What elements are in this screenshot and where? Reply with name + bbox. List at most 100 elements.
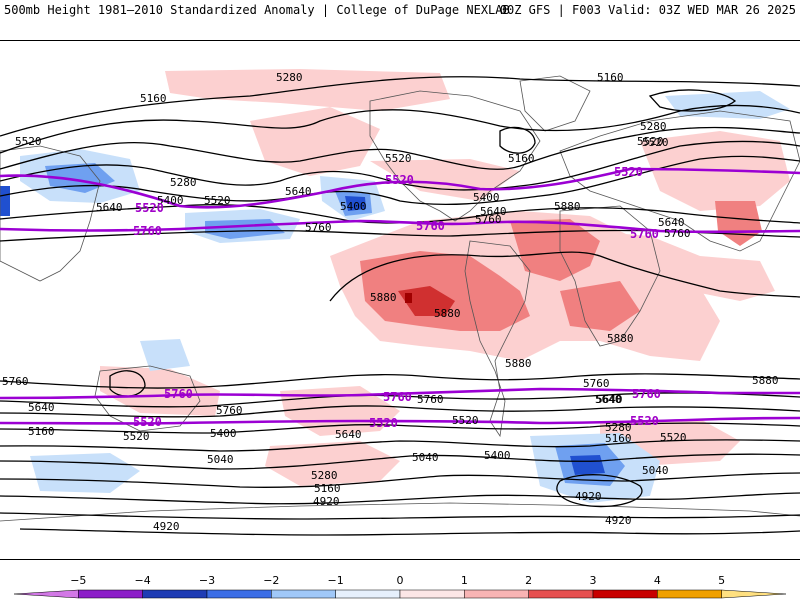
highlighted-contour-label: 5760 (164, 387, 193, 401)
contour-label: 5400 (210, 427, 237, 440)
highlighted-contour-5760-north (0, 219, 800, 234)
contour-label: 5760 (475, 213, 502, 226)
map-canvas: 5280 5160 5160 5520 5520 5280 5400 5520 … (0, 69, 800, 536)
model-run-valid-time: 00Z GFS | F003 Valid: 03Z WED MAR 26 202… (499, 3, 796, 17)
highlighted-contour-label: 5760 (416, 219, 445, 233)
height-contour (329, 251, 800, 302)
anomaly-area-neg-3 (345, 196, 366, 211)
colorbar-tick-label: 2 (525, 574, 532, 587)
standardized-anomaly-colorbar: −5 −4 −3 −2 −1 0 1 2 3 4 5 (13, 574, 787, 599)
contour-label: 5880 (752, 374, 779, 387)
contour-label: 5520 (452, 414, 479, 427)
contour-label: 5040 (207, 453, 234, 466)
colorbar-tick-label: 4 (654, 574, 661, 587)
colorbar-tick-label: 5 (718, 574, 725, 587)
colorbar-swatch (206, 589, 272, 599)
colorbar-tick-label: 1 (461, 574, 468, 587)
contour-label: 5640 (96, 201, 123, 214)
anomaly-area-neg-1 (140, 339, 190, 371)
height-contour (0, 373, 800, 389)
contour-label: 5640 (28, 401, 55, 414)
height-contour (0, 453, 800, 470)
anomaly-area-pos-4 (405, 293, 412, 303)
anomaly-area-neg-1 (30, 453, 140, 493)
colorbar-tick-label: −3 (199, 574, 215, 587)
highlighted-contour-label: 5760 (632, 387, 661, 401)
colorbar-swatch (142, 589, 208, 599)
colorbar-tick-label: −5 (70, 574, 86, 587)
contour-label: 5880 (370, 291, 397, 304)
contour-label: 5160 (508, 152, 535, 165)
colorbar-swatch (78, 589, 143, 599)
contour-label: 5640 (285, 185, 312, 198)
greenland-outline (519, 75, 591, 132)
contour-label: 5880 (434, 307, 461, 320)
height-contour-closed (499, 126, 536, 154)
contour-label: 5280 (640, 120, 667, 133)
highlighted-contour-5520-south (0, 416, 800, 425)
contour-label: 4920 (575, 490, 602, 503)
colorbar-swatch (721, 589, 787, 599)
height-contour (0, 472, 800, 488)
colorbar-swatch (399, 589, 465, 599)
contour-label: 5880 (505, 357, 532, 370)
contour-label: 5400 (340, 200, 367, 213)
colorbar-tick-label: −1 (328, 574, 344, 587)
contour-label: 5880 (554, 200, 581, 213)
contour-label: 5160 (140, 92, 167, 105)
anomaly-area-pos-1 (100, 366, 220, 416)
contour-label: 5640 (480, 205, 507, 218)
highlighted-contour-label: 5520 (630, 414, 659, 428)
contour-label: 5280 (170, 176, 197, 189)
anomaly-area-pos-3 (398, 286, 455, 316)
highlighted-contour-label: 5520 (133, 415, 162, 429)
contour-label: 5520 (637, 135, 664, 148)
contour-label: 5280 (605, 421, 632, 434)
contour-label: 5760 (2, 375, 29, 388)
contour-label: 5520 (123, 430, 150, 443)
highlighted-contour-label: 5760 (383, 390, 412, 404)
contour-label: 5520 (204, 194, 231, 207)
anomaly-area-pos-2 (560, 281, 640, 331)
highlighted-contours (0, 167, 800, 425)
height-contour (0, 76, 800, 137)
contour-label: 5400 (473, 191, 500, 204)
height-contour (0, 126, 800, 170)
anomaly-area-pos-1 (250, 107, 380, 176)
contour-label: 5400 (484, 449, 511, 462)
contour-labels: 5280 5160 5160 5520 5520 5280 5400 5520 … (2, 71, 779, 533)
highlighted-contour-labels: 5520 5760 5520 5760 5520 5760 5760 5520 … (133, 165, 661, 430)
east-asia-outline (0, 145, 101, 282)
colorbar-tick-label: −2 (263, 574, 279, 587)
highlighted-contour-5760-south (0, 387, 800, 400)
height-contour (19, 528, 800, 536)
height-contour-closed (648, 89, 737, 112)
contour-label: 5760 (664, 227, 691, 240)
contour-label: 5760 (583, 377, 610, 390)
colorbar-swatch (592, 589, 658, 599)
anomaly-area-pos-1 (590, 231, 775, 301)
contour-label: 5640 (596, 393, 623, 406)
contour-label: 5520 (660, 431, 687, 444)
highlighted-contour-label: 5760 (133, 224, 162, 238)
contour-label: 5640 (658, 216, 685, 229)
anomaly-area-neg-3 (0, 186, 10, 216)
height-contour (0, 492, 800, 505)
contour-label: 5520 (15, 135, 42, 148)
contour-label: 5280 (276, 71, 303, 84)
height-contour (0, 155, 800, 206)
colorbar-tick-label: 0 (397, 574, 404, 587)
anomaly-area-pos-1 (165, 69, 450, 111)
anomaly-map: 5280 5160 5160 5520 5520 5280 5400 5520 … (0, 40, 800, 560)
contour-label: 4920 (313, 495, 340, 508)
highlighted-contour-label: 5520 (135, 201, 164, 215)
contour-label: 5640 (595, 393, 622, 406)
map-title: 500mb Height 1981–2010 Standardized Anom… (4, 3, 510, 17)
anomaly-area-pos-2 (360, 251, 530, 331)
anomaly-area-pos-2 (510, 219, 600, 281)
contour-label: 5760 (305, 221, 332, 234)
australia-outline (94, 365, 201, 432)
contour-label: 5640 (335, 428, 362, 441)
height-contour (0, 512, 800, 520)
contour-label: 5760 (216, 404, 243, 417)
